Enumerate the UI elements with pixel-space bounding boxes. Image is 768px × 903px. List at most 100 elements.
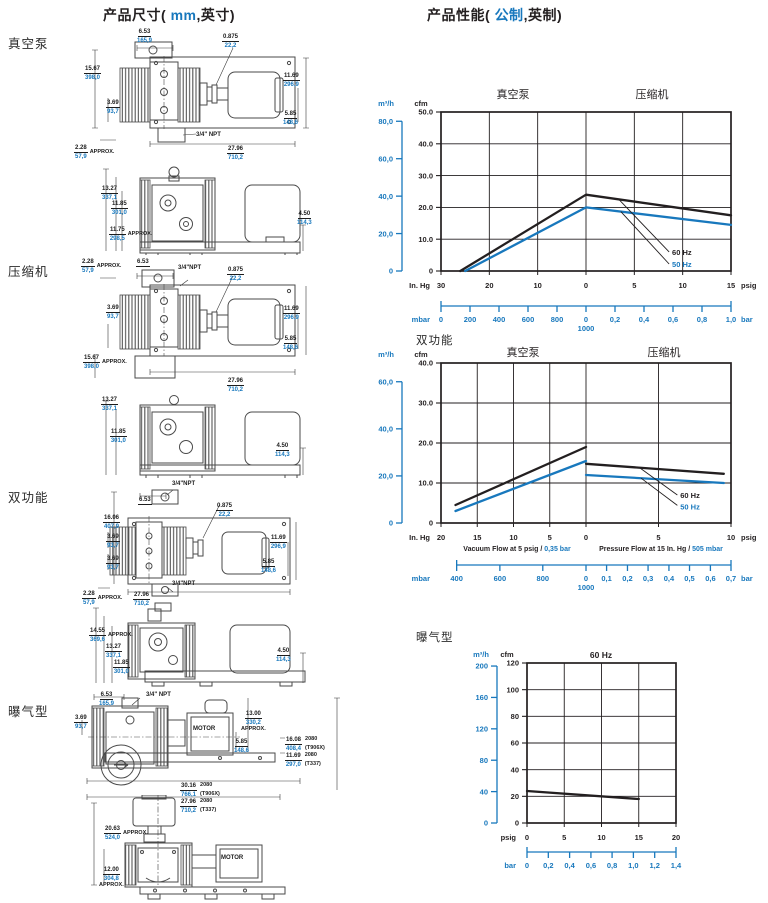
title-text-suffix: ,英制)	[523, 7, 563, 23]
dim-annotation: 5.85 148,6	[283, 111, 298, 126]
dim-millimeters: 114,3	[276, 657, 291, 663]
dim-millimeters: 298,5	[109, 236, 125, 242]
dim-millimeters: 407,9	[104, 524, 120, 530]
dimension-lines	[91, 795, 159, 887]
dim-millimeters: 57,9	[75, 154, 87, 160]
dim-annotation: 12.00 304,8 APPROX.	[99, 867, 124, 889]
x-tick-label: 10	[533, 281, 541, 290]
fin-stack	[124, 844, 137, 886]
fin-stack	[139, 406, 151, 470]
bar-scale-label: 1,0	[628, 861, 638, 870]
dim-fraction: 4.50 114,3	[275, 443, 290, 458]
label-text: 3/4"NPT	[172, 581, 196, 587]
m3h-tick-label: 20,0	[378, 229, 393, 238]
dim-fraction: 11.85 301,0	[110, 429, 127, 444]
region-label: 压缩机	[636, 87, 669, 101]
region-label: 真空泵	[507, 345, 540, 359]
callout-leader-line	[620, 211, 670, 265]
x-tick-label: 5	[562, 833, 566, 842]
dim-annotation: 3.69 93,7	[74, 715, 88, 730]
gauge	[179, 440, 193, 454]
dim-inches: 12.00	[102, 867, 120, 875]
dim-annotation: 2.28 57,9 APPROX.	[74, 145, 114, 160]
dim-millimeters: 710,2	[134, 601, 150, 607]
x-tick-label: 20	[672, 833, 680, 842]
dim-millimeters: 22,2	[218, 512, 231, 518]
m3h-axis-title: m³/h	[378, 99, 394, 108]
dim-annotation: 11.69 296,9	[270, 535, 287, 550]
bar-scale-label: 600	[522, 315, 535, 324]
label-text: MOTOR	[221, 855, 244, 861]
dim-annotation: 13.27 337,1	[101, 397, 119, 412]
dim-fraction: 5.85 148,6	[283, 111, 298, 126]
dim-millimeters: 57,9	[83, 600, 95, 606]
dim-inches: 5.85	[234, 739, 249, 747]
section-label-dual-function: 双功能	[8, 491, 49, 505]
dim-millimeters: 304,8	[103, 876, 119, 882]
dim-fraction: 13.27 337,1	[105, 644, 123, 659]
dimension-lines	[92, 45, 309, 147]
cfm-axis-title: cfm	[500, 650, 514, 659]
chart-dual-function: 40.0 30.0 20.0 10.0 0 60,0 40,0 20,0 0 m³/h cfm 20 1…	[378, 345, 757, 592]
bar-scale-label: 1,2	[649, 861, 659, 870]
dim-fraction: 6.53	[138, 497, 152, 505]
m3h-tick-label: 40	[480, 787, 488, 796]
dim-fraction: 3.69 93,7	[106, 534, 120, 549]
bar-scale-label: 0,6	[586, 861, 596, 870]
compressor-top-view-drawing	[94, 269, 307, 379]
bar-scale-label: 0,2	[610, 315, 620, 324]
motor-outline	[227, 71, 281, 119]
dim-fraction: 27.96 710,2	[180, 799, 198, 814]
dim-model-tags: 2080 (T906X)	[200, 782, 220, 797]
bar-scale-label: 400	[493, 315, 506, 324]
frame-code: (T906X)	[305, 744, 325, 751]
dim-fraction: 5.85 148,6	[283, 336, 298, 351]
dim-annotation: 13.00 330,2 APPROX.	[241, 711, 266, 733]
x-tick-label: 0	[525, 833, 529, 842]
dim-millimeters: 710,2	[228, 155, 244, 161]
dim-inches: 11.85	[113, 660, 130, 668]
dim-fraction: 0.875 22,2	[222, 34, 240, 49]
x-tick-label: 15	[473, 533, 481, 542]
dim-fraction: 16.08 408,4	[285, 737, 303, 752]
dim-annotation: 3.69 93,7	[106, 100, 120, 115]
dim-inches: 11.85	[111, 201, 128, 209]
drawing-label: MOTOR	[193, 726, 215, 732]
dim-fraction: 11.85 301,0	[111, 201, 128, 216]
dual-function-side-view-drawing	[93, 602, 306, 687]
dim-note: APPROX.	[96, 262, 122, 269]
m3h-tick-label: 160	[475, 693, 488, 702]
dim-annotation: 6.53 165,9	[99, 692, 114, 707]
dim-millimeters: 165,9	[137, 38, 153, 44]
dimension-lines	[98, 489, 297, 595]
m3h-tick-label: 120	[475, 725, 488, 734]
dim-inches: 6.53	[137, 29, 152, 37]
m3h-tick-label: 0	[389, 519, 393, 528]
pump-body	[124, 795, 286, 900]
inlet-port	[157, 127, 186, 143]
dim-inches: 11.69	[285, 753, 302, 761]
dim-inches: 0.875	[222, 34, 240, 42]
label-text: 3/4"NPT	[178, 265, 202, 271]
bar-scale-label: 0,3	[643, 574, 653, 583]
dim-note: APPROX.	[127, 230, 153, 237]
drawing-label: 3/4"NPT	[172, 481, 195, 487]
dim-inches: 2.28	[81, 259, 95, 267]
dim-millimeters: 296,9	[283, 82, 299, 88]
x-tick-label: 10	[678, 281, 686, 290]
bar-scale-label: 0,6	[668, 315, 678, 324]
dim-inches: 5.85	[283, 336, 298, 344]
m3h-tick-label: 20,0	[378, 472, 393, 481]
dim-fraction: 15.67 398,0	[83, 355, 101, 370]
dim-millimeters: 524,0	[105, 835, 121, 841]
model-number: 2080	[200, 798, 213, 804]
gauge	[179, 217, 193, 231]
dim-millimeters: 710,2	[228, 387, 244, 393]
cfm-axis-title: cfm	[414, 99, 428, 108]
dim-annotation: 15.67 398,0	[84, 66, 102, 81]
dim-fraction: 3.69 93,7	[106, 100, 120, 115]
dim-fraction: 2.28 57,9	[82, 591, 96, 606]
x-axis-unit-right: psig	[741, 533, 757, 542]
dim-fraction: 2.28 57,9	[74, 145, 88, 160]
